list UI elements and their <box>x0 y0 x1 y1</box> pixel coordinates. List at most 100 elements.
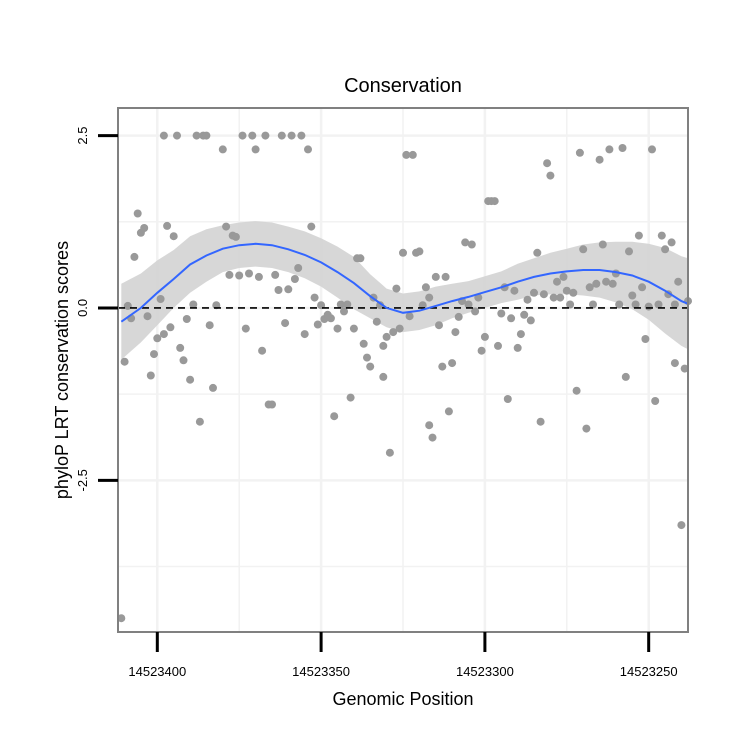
data-point <box>261 131 270 140</box>
data-point <box>592 279 601 288</box>
data-point <box>173 131 181 140</box>
data-point <box>399 248 407 257</box>
data-point <box>575 148 584 157</box>
data-point <box>392 284 401 293</box>
data-point <box>340 307 348 316</box>
data-point <box>569 288 578 297</box>
data-point <box>667 238 676 247</box>
panel-border <box>117 107 689 633</box>
data-point <box>523 295 532 304</box>
data-point <box>589 300 597 309</box>
data-point <box>182 315 191 323</box>
x-axis-label: Genomic Position <box>332 689 473 709</box>
data-point <box>461 238 470 247</box>
data-point <box>415 247 424 256</box>
data-point <box>634 231 643 240</box>
data-point <box>549 293 558 302</box>
data-point <box>222 222 231 231</box>
data-point <box>146 371 155 380</box>
data-point <box>579 245 588 254</box>
data-point <box>294 264 303 272</box>
data-point <box>602 277 611 286</box>
data-point <box>435 321 443 330</box>
data-point <box>510 286 519 295</box>
data-point <box>304 145 312 154</box>
data-point <box>356 254 365 263</box>
data-point <box>595 155 604 164</box>
data-point <box>159 131 168 140</box>
data-point <box>644 302 653 311</box>
data-point <box>382 332 391 341</box>
data-point <box>425 421 434 430</box>
data-point <box>359 339 368 348</box>
data-point <box>562 286 571 295</box>
data-point <box>179 356 188 365</box>
y-axis-label: phyloP LRT conservation scores <box>52 241 72 499</box>
data-point <box>539 290 548 299</box>
data-point <box>202 131 211 140</box>
data-point <box>363 353 371 362</box>
data-point <box>281 319 290 328</box>
data-point <box>271 270 280 279</box>
data-point <box>143 312 152 321</box>
data-point <box>566 300 575 309</box>
data-point <box>621 372 630 381</box>
data-point <box>448 359 457 368</box>
data-point <box>516 330 525 339</box>
x-tick-label: 14523350 <box>292 664 350 679</box>
data-point <box>284 285 293 294</box>
data-point <box>402 150 411 159</box>
data-point <box>431 272 440 281</box>
data-point <box>654 300 663 309</box>
y-tick-label: 0.0 <box>75 299 90 317</box>
data-point <box>297 131 306 140</box>
data-point <box>513 343 522 352</box>
data-point <box>526 316 535 325</box>
data-point <box>379 341 388 350</box>
data-point <box>117 614 126 623</box>
data-point <box>497 309 506 318</box>
data-point <box>330 412 339 421</box>
data-point <box>598 240 607 249</box>
data-point <box>670 359 679 368</box>
data-point <box>428 433 437 442</box>
data-point <box>258 346 267 355</box>
data-point <box>349 324 358 333</box>
data-point <box>421 283 430 292</box>
data-point <box>677 521 686 530</box>
data-point <box>628 291 637 300</box>
data-point <box>556 293 565 302</box>
data-point <box>150 350 158 359</box>
data-point <box>543 159 552 168</box>
data-point <box>379 372 388 381</box>
data-point <box>254 272 263 281</box>
data-point <box>251 145 260 154</box>
data-point <box>618 144 627 152</box>
data-point <box>235 271 244 280</box>
data-point <box>140 224 149 232</box>
data-point <box>438 362 447 371</box>
data-point <box>130 252 139 261</box>
data-point <box>277 131 286 140</box>
data-point <box>530 288 538 297</box>
data-point <box>553 277 561 286</box>
data-point <box>408 150 417 159</box>
data-point <box>661 245 670 254</box>
data-point <box>123 301 132 310</box>
data-point <box>477 346 486 355</box>
data-point <box>638 283 647 292</box>
data-point <box>464 300 473 309</box>
plot-panel: 14523400 14523350 14523300 14523250 2.5 0.0 -2… <box>75 107 692 679</box>
data-point <box>405 312 414 321</box>
data-point <box>209 383 217 392</box>
data-point <box>503 395 512 403</box>
chart-title: Conservation <box>344 75 462 97</box>
data-point <box>189 300 198 309</box>
data-point <box>605 145 614 154</box>
data-point <box>648 145 656 154</box>
data-point <box>559 272 568 281</box>
data-point <box>546 171 555 180</box>
data-point <box>290 275 299 283</box>
data-point <box>372 317 381 326</box>
